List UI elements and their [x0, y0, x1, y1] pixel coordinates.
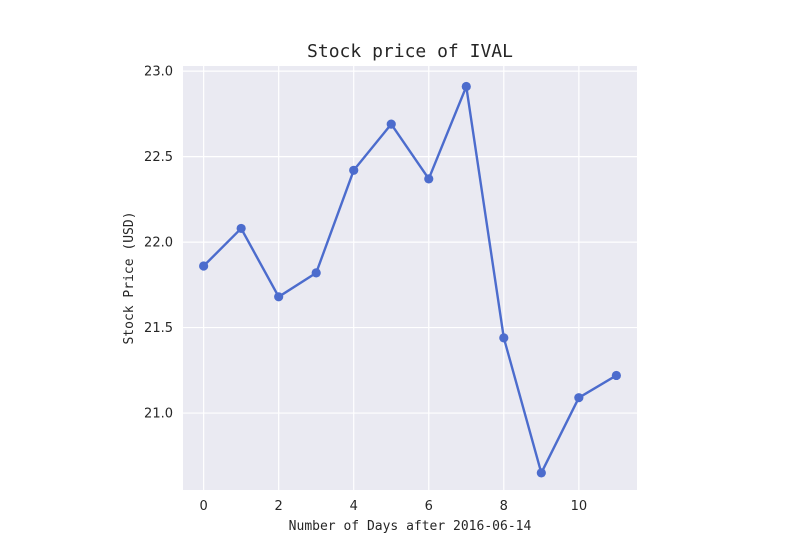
- data-point: [236, 223, 246, 234]
- x-tick-label: 10: [571, 499, 588, 514]
- series-line: [202, 85, 618, 475]
- data-point: [574, 393, 584, 403]
- data-point: [386, 119, 396, 129]
- y-tick-label: 21.0: [144, 407, 173, 422]
- x-tick-label: 8: [500, 499, 508, 514]
- grid-lines: [183, 66, 637, 490]
- data-point: [536, 468, 546, 478]
- x-tick-label: 2: [275, 499, 283, 514]
- data-point: [424, 174, 434, 184]
- series-layer: [199, 81, 621, 478]
- data-point: [199, 261, 209, 271]
- data-point: [274, 292, 284, 302]
- y-tick-label: 22.5: [144, 150, 173, 165]
- y-tick-label: 21.5: [144, 321, 173, 336]
- chart-title: Stock price of IVAL: [307, 41, 513, 62]
- y-axis-label: Stock Price (USD): [122, 211, 137, 344]
- data-point: [499, 333, 509, 343]
- x-axis-label: Number of Days after 2016-06-14: [289, 519, 532, 534]
- y-tick-label: 23.0: [144, 65, 173, 80]
- data-point: [611, 370, 621, 381]
- x-tick-label: 6: [425, 499, 433, 514]
- x-tick-label: 0: [199, 499, 207, 514]
- data-point: [461, 81, 471, 92]
- x-tick-label: 4: [350, 499, 358, 514]
- plot-area: [183, 66, 637, 490]
- tick-labels: 0 2 4 6 8 10 21.0 21.5 22.0 22.5 23.0: [144, 65, 587, 514]
- data-point: [349, 165, 359, 175]
- y-tick-label: 22.0: [144, 236, 173, 251]
- data-point: [311, 268, 321, 278]
